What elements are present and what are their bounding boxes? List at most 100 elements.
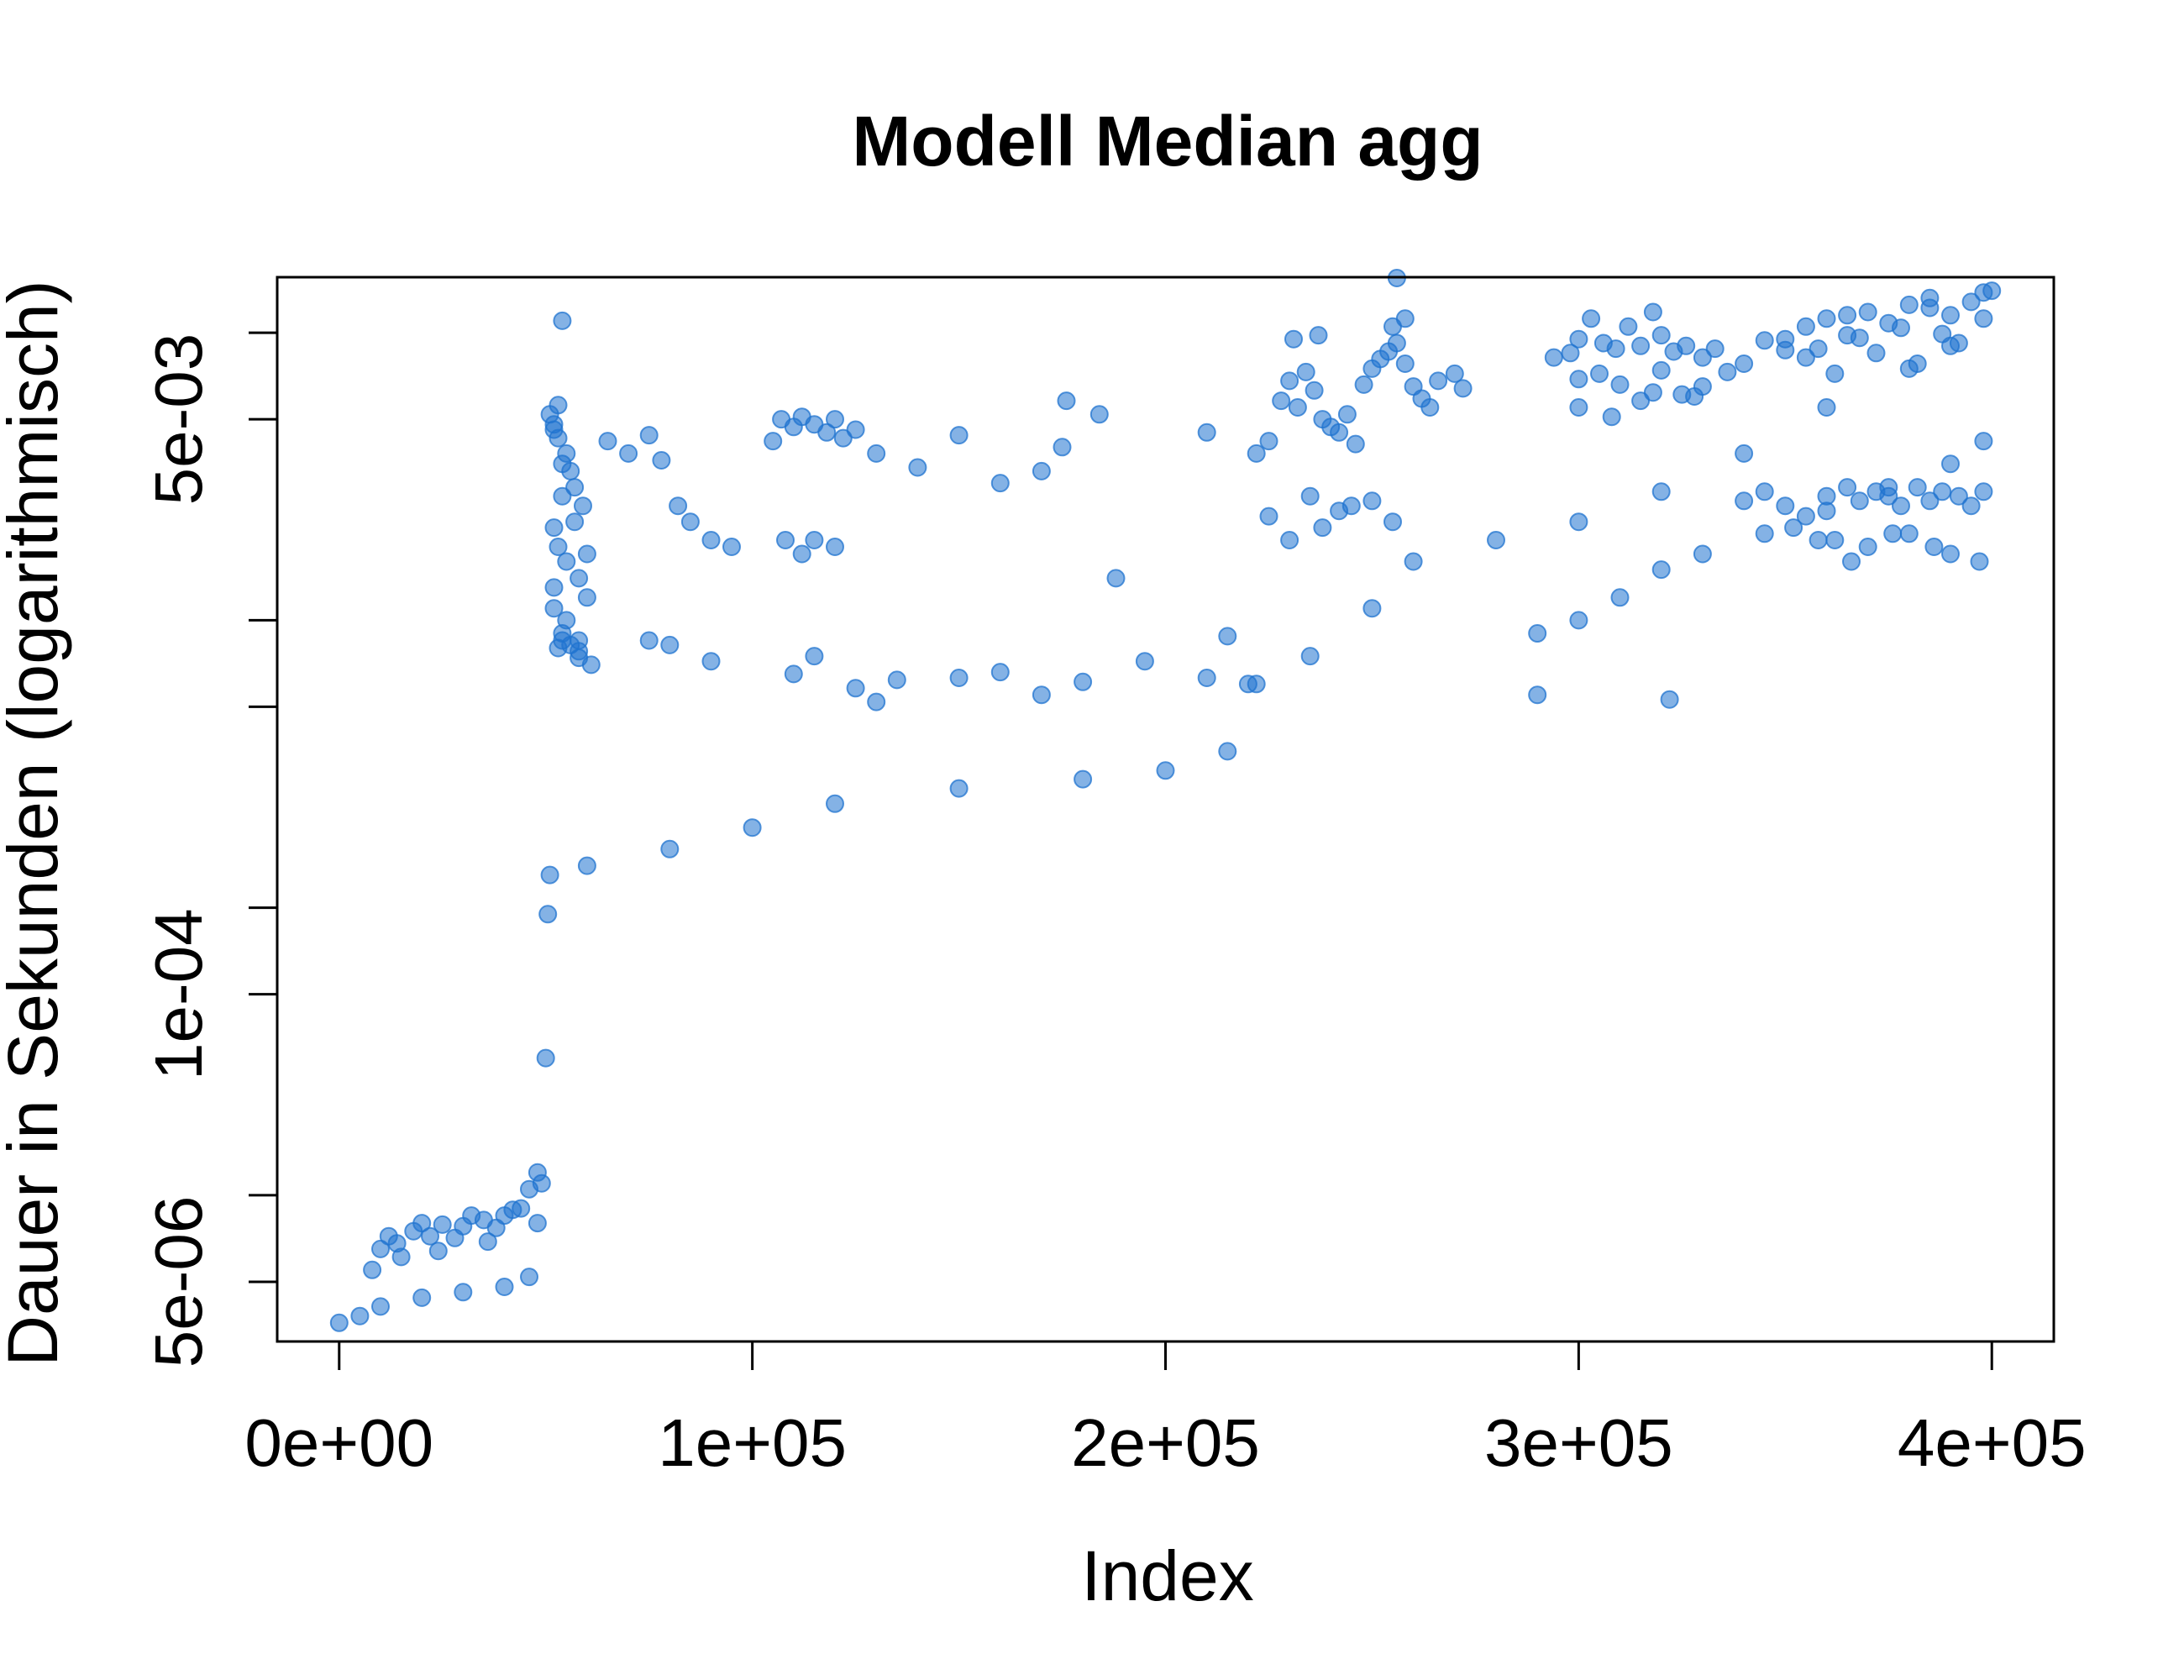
- data-point: [1858, 302, 1877, 322]
- data-point: [549, 538, 568, 556]
- data-point: [1796, 317, 1815, 336]
- data-points: [329, 269, 2002, 1332]
- data-point: [660, 635, 680, 654]
- data-point: [1949, 486, 1968, 506]
- data-point: [544, 599, 564, 618]
- data-point: [577, 588, 596, 607]
- data-point: [805, 647, 824, 666]
- data-point: [990, 474, 1010, 493]
- data-point: [570, 648, 589, 668]
- y-tick-label: 5e-06: [141, 1196, 216, 1368]
- data-point: [1362, 599, 1382, 618]
- x-tick-label: 0e+00: [244, 1405, 433, 1480]
- data-point: [1735, 444, 1754, 463]
- data-point: [846, 679, 865, 698]
- data-point: [1341, 496, 1361, 516]
- data-point: [1842, 552, 1861, 571]
- data-point: [1300, 647, 1320, 666]
- data-point: [1156, 761, 1175, 780]
- data-point: [528, 1214, 547, 1233]
- data-point: [826, 410, 844, 429]
- data-point: [1330, 423, 1349, 442]
- data-point: [538, 905, 558, 924]
- data-point: [1892, 318, 1910, 338]
- data-point: [1305, 381, 1324, 400]
- data-point: [826, 538, 844, 556]
- x-tick-label: 2e+05: [1071, 1405, 1260, 1480]
- data-point: [1776, 496, 1795, 516]
- data-point: [544, 578, 564, 597]
- data-point: [1643, 302, 1662, 322]
- data-point: [577, 856, 596, 875]
- data-point: [949, 426, 969, 445]
- data-point: [1404, 552, 1423, 571]
- data-point: [1718, 362, 1737, 381]
- data-point: [1933, 482, 1952, 501]
- data-point: [433, 1215, 452, 1234]
- data-point: [1735, 354, 1754, 373]
- data-point: [1429, 371, 1448, 391]
- data-point: [1899, 524, 1919, 543]
- data-point: [363, 1260, 382, 1279]
- data-point: [1197, 669, 1216, 687]
- data-point: [1817, 398, 1836, 417]
- data-point: [1825, 364, 1845, 383]
- data-point: [1528, 685, 1547, 705]
- data-point: [1602, 407, 1621, 427]
- data-point: [1643, 383, 1662, 402]
- data-point: [557, 611, 576, 630]
- data-point: [549, 396, 568, 415]
- data-point: [1892, 496, 1910, 516]
- data-point: [1590, 364, 1609, 383]
- data-point: [639, 631, 659, 650]
- data-point: [1354, 375, 1373, 394]
- data-point: [1809, 531, 1828, 549]
- data-point: [1610, 375, 1630, 394]
- chart-title: Modell Median agg: [852, 102, 1483, 181]
- data-point: [1949, 333, 1968, 353]
- data-point: [1387, 333, 1406, 353]
- data-point: [1074, 769, 1093, 789]
- data-point: [990, 663, 1010, 682]
- data-point: [1961, 292, 1981, 312]
- data-point: [553, 486, 572, 506]
- data-point: [1631, 336, 1651, 355]
- y-tick-label: 5e-03: [141, 333, 216, 506]
- data-point: [1974, 482, 1993, 501]
- data-point: [949, 669, 969, 687]
- data-point: [412, 1214, 432, 1233]
- data-point: [949, 779, 969, 798]
- data-point: [1651, 560, 1671, 580]
- x-axis-label: Index: [1081, 1536, 1254, 1615]
- data-point: [553, 311, 572, 330]
- data-point: [1809, 339, 1828, 359]
- data-point: [1395, 354, 1415, 373]
- data-point: [1879, 486, 1898, 506]
- data-point: [1920, 491, 1940, 511]
- data-point: [1796, 348, 1815, 367]
- data-point: [1453, 379, 1473, 398]
- data-point: [577, 544, 596, 564]
- data-point: [1784, 518, 1803, 538]
- data-point: [784, 664, 803, 684]
- data-point: [371, 1239, 390, 1258]
- data-point: [540, 865, 559, 885]
- data-point: [1941, 306, 1960, 325]
- data-point: [1259, 432, 1278, 451]
- data-point: [826, 794, 844, 813]
- data-point: [639, 426, 659, 445]
- data-point: [1337, 405, 1357, 424]
- data-point: [1528, 624, 1547, 643]
- data-point: [1135, 652, 1154, 671]
- data-point: [329, 1313, 349, 1332]
- data-point: [1651, 482, 1671, 501]
- data-point: [1313, 518, 1332, 538]
- data-point: [776, 531, 795, 549]
- data-point: [652, 451, 671, 470]
- data-point: [805, 531, 824, 549]
- data-point: [1395, 309, 1415, 328]
- data-point: [1309, 326, 1328, 345]
- data-point: [1288, 398, 1307, 417]
- data-point: [1280, 371, 1299, 391]
- data-point: [1974, 432, 1993, 451]
